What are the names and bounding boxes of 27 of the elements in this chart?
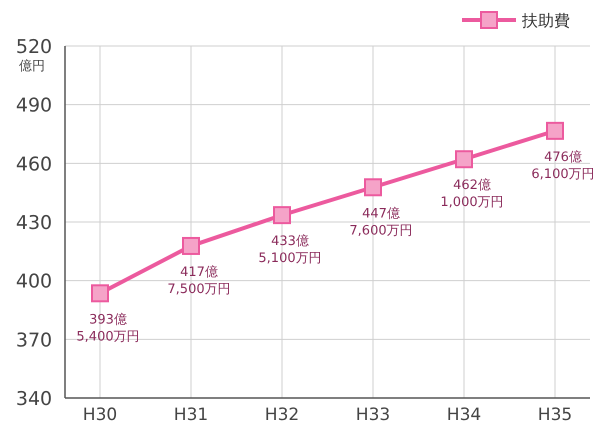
x-tick-label: H31 [174, 405, 208, 425]
point [546, 122, 564, 140]
legend-label: 扶助費 [521, 11, 570, 30]
point [455, 150, 473, 168]
y-tick-label: 370 [16, 329, 52, 352]
y-tick-label: 490 [16, 94, 52, 117]
point [91, 284, 109, 302]
x-tick-label: H32 [264, 405, 300, 425]
annotation: 433億 5,100万円 [258, 234, 322, 266]
annotation: 393億 5,400万円 [76, 312, 140, 344]
y-axis-title: 億円 [19, 59, 45, 74]
annotation: 476億 6,100万円 [531, 150, 595, 182]
y-tick-label: 520 [16, 36, 52, 58]
point [273, 206, 291, 224]
y-tick-label: 400 [16, 270, 52, 293]
annotation: 417億 7,500万円 [167, 264, 231, 297]
x-tick-label: H33 [356, 405, 390, 425]
y-tick-label: 460 [16, 153, 52, 176]
y-tick-label: 340 [16, 388, 52, 410]
x-tick-label: H30 [82, 405, 118, 425]
point [364, 178, 382, 196]
point [182, 236, 200, 255]
annotation: 462億 1,000万円 [440, 178, 504, 210]
y-tick-label: 430 [16, 212, 52, 234]
x-tick-label: H34 [446, 405, 482, 425]
annotation: 447億 7,600万円 [349, 206, 413, 238]
x-tick-label: H35 [538, 405, 572, 425]
